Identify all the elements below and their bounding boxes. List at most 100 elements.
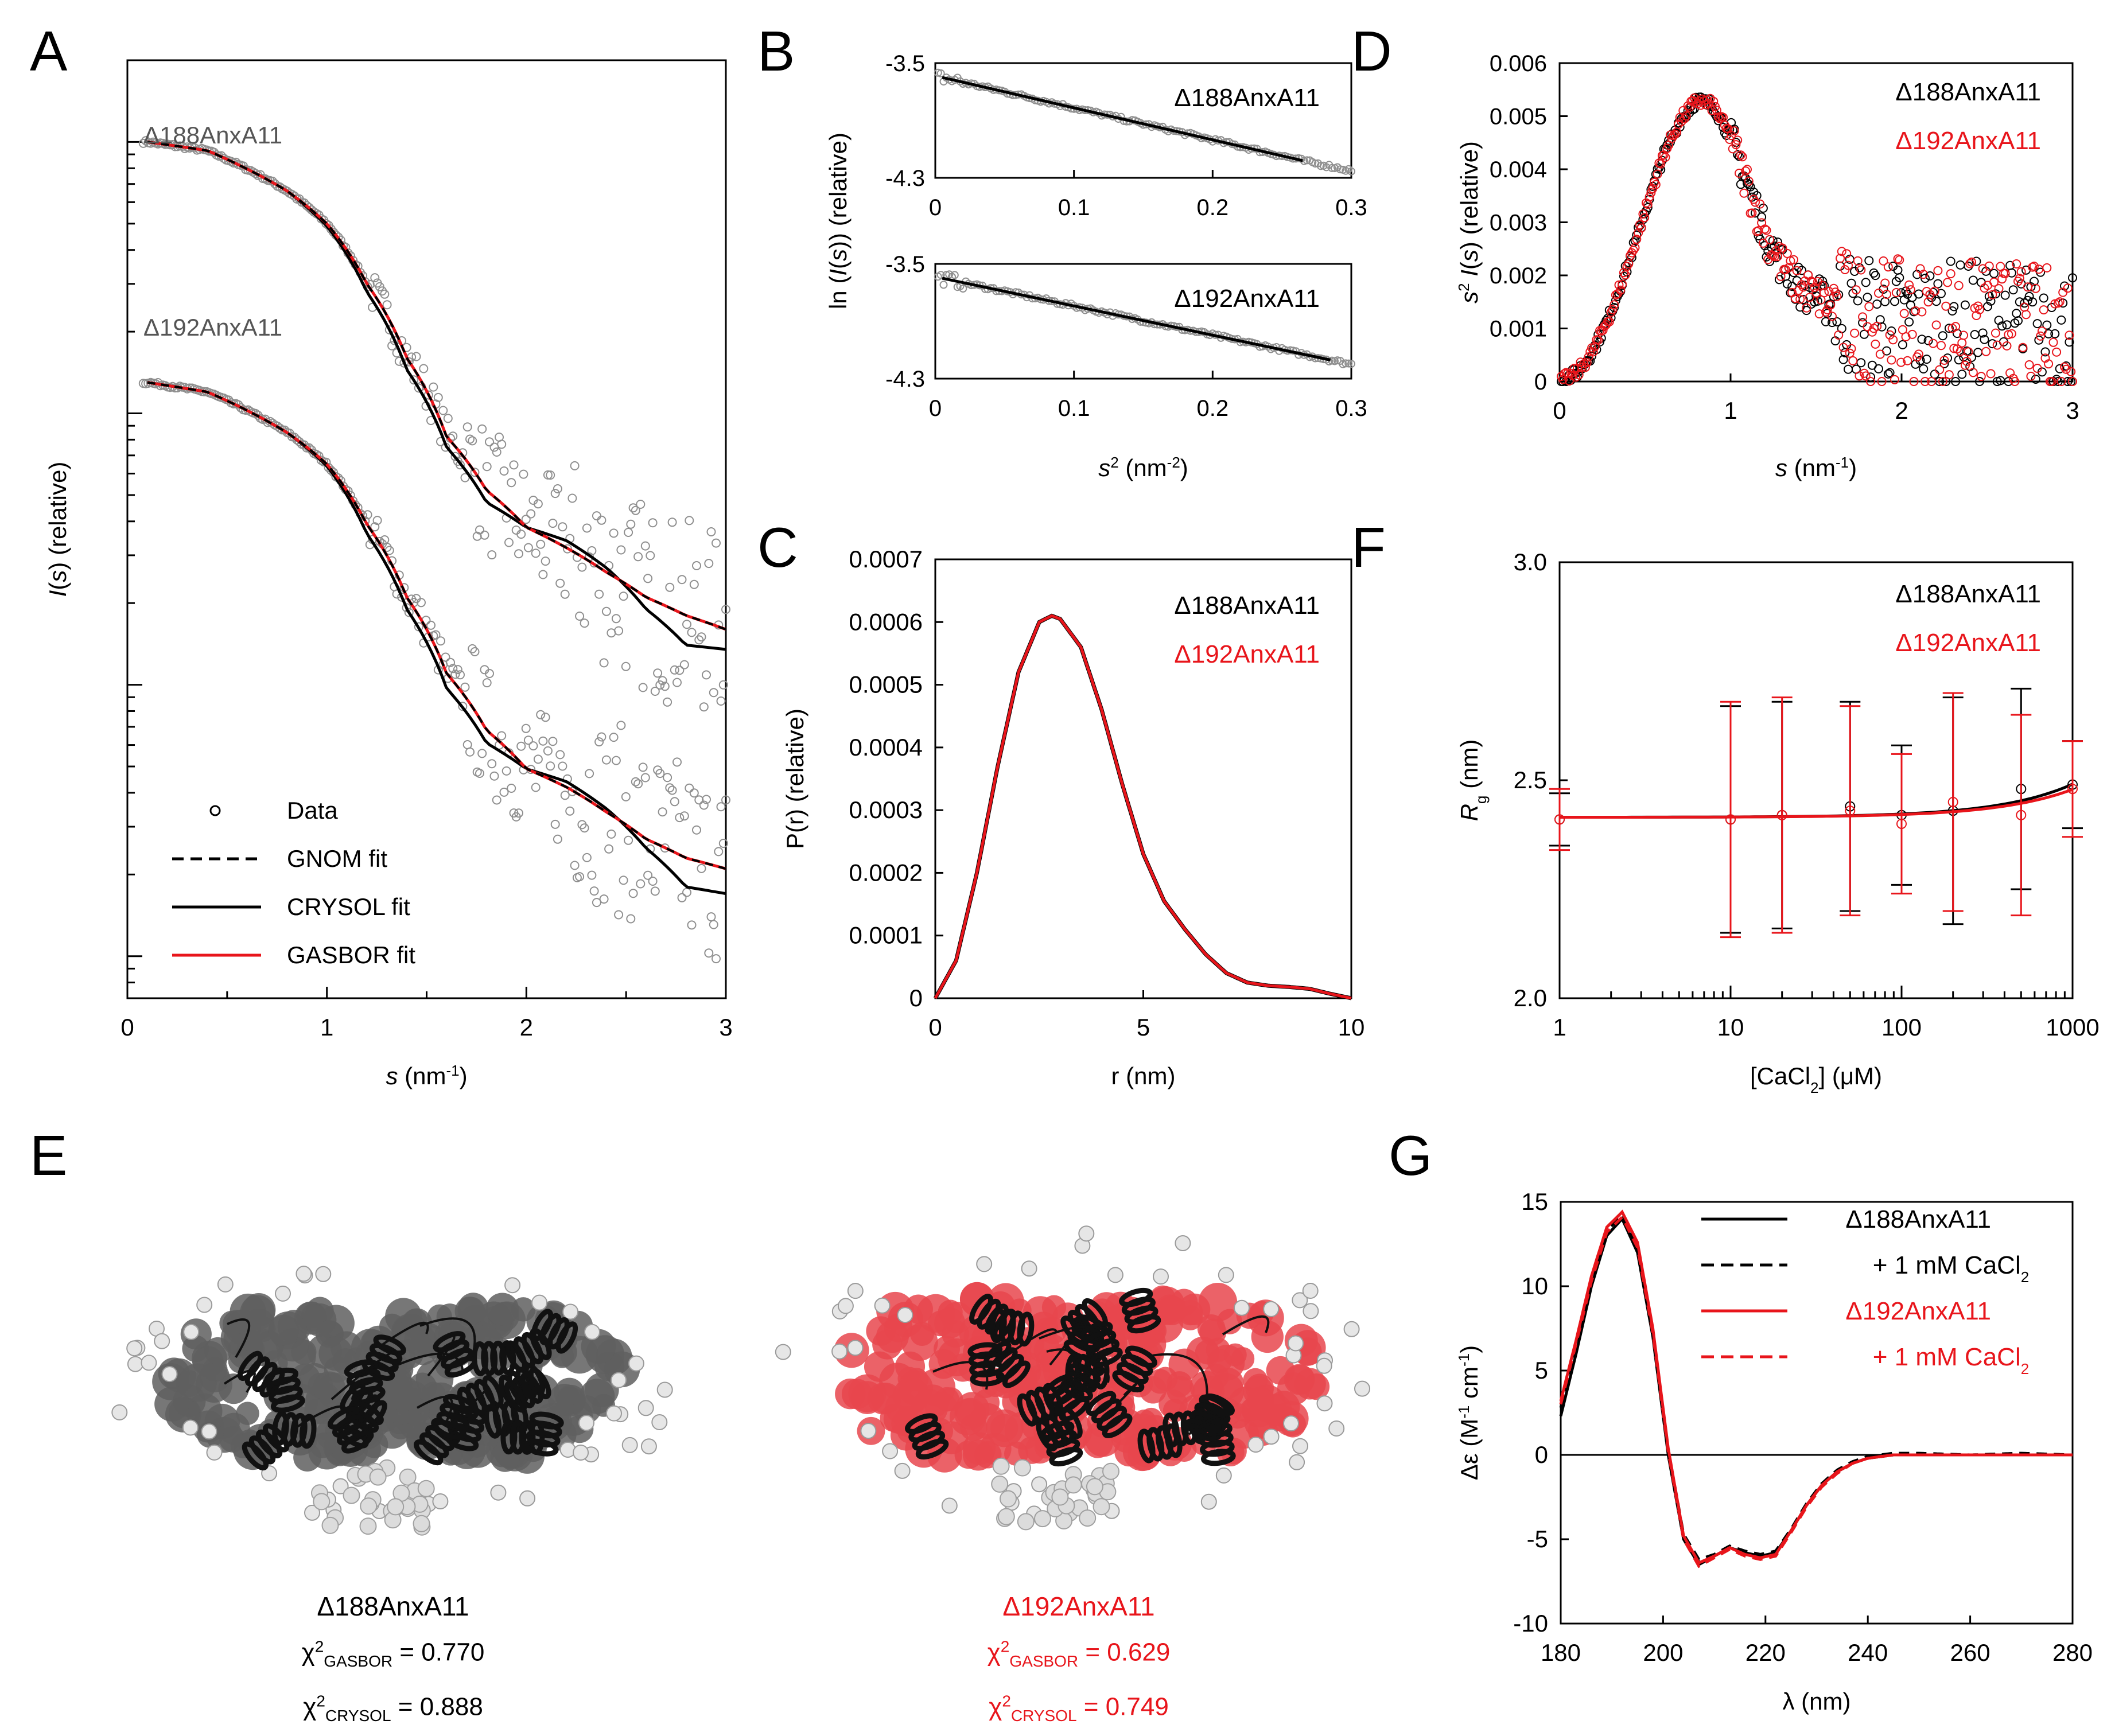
- panel-b-data-point: [950, 271, 959, 279]
- panel-a-data-point: [631, 777, 640, 787]
- panel-d-data-point-188: [1917, 334, 1927, 344]
- panel-d-data-point-192: [1705, 94, 1715, 103]
- panel-a-data-point: [499, 466, 509, 476]
- panel-a-data-point: [677, 893, 687, 902]
- panel-d-data-point-192: [1991, 328, 2000, 338]
- panel-e-model-188-helix-turn: [299, 1414, 317, 1449]
- panel-d-ylabel: s2 I(s) (relative): [1455, 141, 1483, 303]
- panel-d-data-point-192: [2066, 367, 2076, 376]
- panel-d-data-point-192: [2010, 377, 2020, 386]
- panel-a-data-point: [321, 219, 331, 228]
- panel-g-ytick-label: 5: [1535, 1357, 1548, 1384]
- panel-f-fit-188: [1560, 783, 2074, 819]
- panel-d-data-point-188: [1920, 274, 1930, 283]
- panel-d-data-point-192: [1683, 101, 1693, 111]
- panel-a-data-point: [619, 875, 628, 885]
- panel-b-ytick-label: -4.3: [885, 367, 925, 392]
- panel-d-data-point-192: [1880, 278, 1890, 288]
- panel-e-model-188-loop: [227, 1318, 251, 1359]
- panel-e-left-caption: Δ188AnxA11 χ2GASBOR = 0.770 χ2CRYSOL = 0…: [192, 1586, 594, 1736]
- panel-a-data-point: [702, 670, 711, 680]
- panel-e-model-192-surface-bead: [1082, 1427, 1113, 1458]
- panel-a-data-point: [404, 608, 414, 617]
- panel-a-data-point: [601, 755, 611, 765]
- panel-a-data-point: [526, 509, 536, 519]
- panel-f-point-192: [1776, 809, 1787, 820]
- panel-a-data-point: [560, 589, 570, 599]
- panel-a-data-point: [487, 759, 497, 769]
- panel-e-model-192: [775, 1225, 1370, 1531]
- panel-a-data-point: [300, 440, 309, 450]
- panel-e-model-192-helix-turn: [1137, 1428, 1156, 1463]
- panel-d-data-point-192: [1661, 153, 1670, 162]
- panel-e-model-192-surface-bead: [876, 1320, 909, 1353]
- panel-d-data-point-188: [1978, 328, 1988, 338]
- panel-a-data-point: [614, 626, 624, 636]
- panel-e-model-192-surface-bead: [1248, 1384, 1286, 1422]
- panel-d-legend-label: Δ192AnxA11: [1895, 127, 2041, 155]
- panel-a-data-point: [667, 517, 677, 527]
- panel-e-model-192-loop: [1039, 1325, 1114, 1350]
- panel-e-model-192-dummy-atom: [897, 1307, 913, 1324]
- panel-g-ylabel: Δε (M-1 cm-1): [1455, 1345, 1483, 1480]
- panel-d-data-point-192: [1822, 305, 1832, 314]
- panel-d-data-point-192: [1805, 293, 1814, 302]
- panel-c-xtick-label: 10: [1338, 1014, 1365, 1041]
- panel-e-right-chi-gasbor: 0.629: [1107, 1638, 1171, 1667]
- panel-a-data-point: [665, 582, 675, 592]
- panel-d-data-point-188: [1797, 266, 1806, 275]
- panel-a-data-point: [470, 468, 480, 477]
- panel-a-data-point: [714, 847, 724, 857]
- panel-d-data-point-192: [1792, 266, 1802, 275]
- panel-a-data-point: [665, 783, 675, 793]
- panel-a-data-point: [699, 702, 709, 712]
- panel-e-right-name: Δ192AnxA11: [1002, 1591, 1155, 1621]
- panel-a-data-point: [417, 598, 426, 608]
- panel-e-model-192-dummy-atom: [837, 1298, 854, 1314]
- panel-d-data-point-192: [1850, 328, 1860, 338]
- panel-a-data-point: [485, 437, 494, 447]
- panel-b-xtick-label: 0: [929, 195, 942, 220]
- panel-d-data-point-188: [1871, 271, 1880, 281]
- panel-a-data-point: [638, 762, 648, 772]
- panel-d-data-point-192: [1964, 347, 1973, 357]
- panel-d-data-point-188: [2008, 285, 2018, 295]
- panel-e-model-192-helix: [905, 1413, 949, 1460]
- panel-d-data-point-188: [1957, 369, 1967, 379]
- panel-d-data-point-188: [1832, 317, 1842, 326]
- panel-a-data-point: [565, 806, 575, 816]
- panel-e-model-192-surface-bead: [954, 1398, 986, 1430]
- panel-d-data-point-188: [1970, 330, 1980, 340]
- panel-a-data-point: [692, 561, 701, 570]
- panel-e-model-192-helix-turn: [1200, 1449, 1236, 1466]
- panel-a-xtick-label: 0: [120, 1014, 134, 1041]
- panel-d-xtick-label: 0: [1553, 397, 1566, 424]
- panel-d-data-point-188: [1856, 358, 1866, 368]
- panel-d-data-point-192: [1844, 260, 1853, 270]
- panel-a-data-point: [592, 511, 601, 521]
- panel-a-data-point: [599, 894, 609, 904]
- panel-d-ytick-label: 0.003: [1490, 211, 1547, 236]
- panel-d-data-point-192: [1967, 257, 1976, 267]
- panel-f-point-192: [1896, 819, 1907, 829]
- panel-e-model-192-dummy-atom: [1013, 1459, 1031, 1477]
- panel-e-model-188: [111, 1266, 673, 1536]
- panel-e-left-crysol: χ2CRYSOL = 0.888: [303, 1692, 483, 1725]
- panel-e-model-188-helix: [505, 1328, 552, 1373]
- panel-d-data-point-192: [1620, 270, 1630, 280]
- panel-d-data-point-192: [1757, 218, 1767, 228]
- panel-d-data-point-192: [1773, 252, 1783, 261]
- panel-a-data-point: [380, 289, 390, 299]
- panel-a-data-point: [458, 702, 468, 711]
- panel-a-data-point: [382, 300, 392, 310]
- panel-e-model-188-dummy-atom: [490, 1484, 507, 1501]
- panel-b-data-point: [959, 285, 967, 293]
- panel-a-data-point: [658, 807, 667, 817]
- panel-a-data-point: [582, 853, 592, 862]
- panel-d-data-point-192: [2060, 362, 2069, 372]
- panel-a-data-point: [516, 741, 526, 751]
- panel-e-model-192-dummy-atom: [1263, 1301, 1280, 1317]
- panel-d-data-point-192: [1845, 348, 1855, 358]
- panel-a-data-point: [567, 493, 577, 503]
- panel-e-model-192-dummy-atom: [1283, 1415, 1299, 1432]
